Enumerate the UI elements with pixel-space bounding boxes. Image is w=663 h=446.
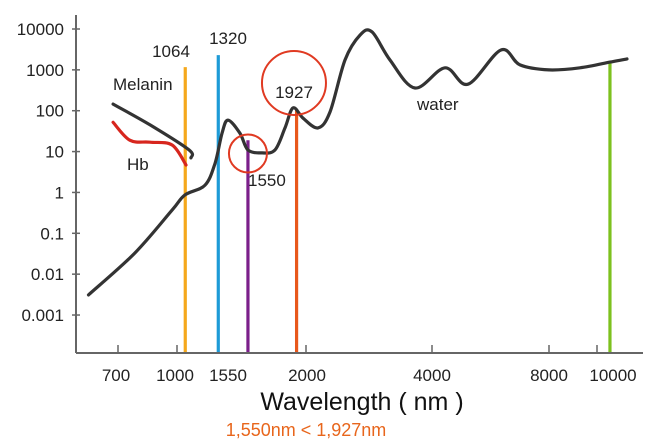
label-water: water [416,95,459,114]
highlight-circles [227,49,327,174]
y-tick-label: 0.001 [21,306,64,325]
label-1320: 1320 [209,29,247,48]
x-axis-title: Wavelength ( nm ) [260,388,463,416]
label-1064: 1064 [152,42,190,61]
x-tick-label: 1000 [156,366,194,385]
x-tick-label: 700 [102,366,130,385]
series-water-line [86,28,629,297]
y-tick-label: 100 [36,102,64,121]
y-tick-label: 1 [55,183,64,202]
x-tick-label: 4000 [413,366,451,385]
label-hb: Hb [127,155,149,174]
x-tick-label: 1550 [209,366,247,385]
label-1550: 1550 [248,171,286,190]
x-tick-label: 8000 [530,366,568,385]
series-hb-line [111,120,188,167]
y-tick-label: 1000 [26,61,64,80]
y-tick-label: 10000 [17,20,64,39]
wavelength-markers [183,55,612,352]
label-1927: 1927 [275,83,313,102]
x-tick-label: 10000 [589,366,636,385]
comparison-caption: 1,550nm < 1,927nm [226,420,387,440]
y-tick-label: 0.01 [31,265,64,284]
series-group [86,28,629,297]
y-tick-label: 0.1 [40,224,64,243]
label-melanin: Melanin [113,75,173,94]
highlight-circle-1927 [260,49,327,116]
series-melanin-line [111,102,195,160]
x-tick-label: 2000 [288,366,326,385]
y-tick-label: 10 [45,143,64,162]
axes: 10000 1000 100 10 1 0.1 0.01 0.001 700 1000 1550 20… [17,15,643,385]
highlight-circle-1550 [227,133,268,174]
